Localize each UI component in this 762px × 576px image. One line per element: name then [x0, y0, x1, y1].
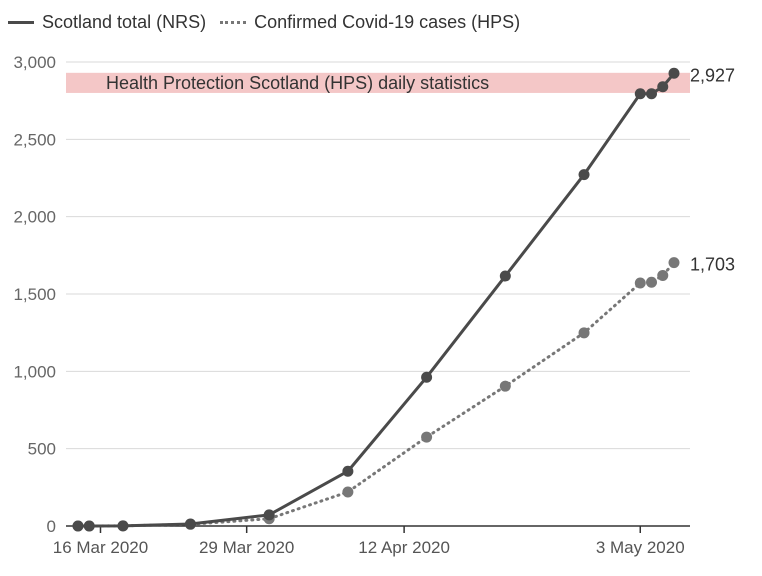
- data-point: [634, 277, 646, 289]
- y-tick-label: 1,000: [13, 362, 56, 381]
- data-point: [578, 169, 590, 181]
- data-point: [342, 486, 354, 498]
- series-line-0: [76, 71, 676, 528]
- legend-swatch-nrs: [8, 21, 34, 24]
- x-tick-label: 3 May 2020: [596, 538, 685, 557]
- data-point: [668, 257, 680, 269]
- data-point: [646, 88, 658, 100]
- data-point: [668, 67, 680, 79]
- legend-label-hps: Confirmed Covid-19 cases (HPS): [254, 12, 521, 32]
- data-point: [657, 81, 669, 93]
- data-point: [634, 88, 646, 100]
- end-value-label: 2,927: [690, 65, 735, 85]
- series-line-1: [76, 261, 676, 528]
- data-point: [184, 518, 196, 530]
- legend-label-nrs: Scotland total (NRS): [42, 12, 207, 32]
- y-tick-label: 500: [28, 440, 56, 459]
- data-point: [117, 520, 129, 532]
- data-point: [657, 269, 669, 281]
- hps-band: [66, 72, 690, 93]
- y-tick-label: 2,500: [13, 130, 56, 149]
- data-point: [421, 431, 433, 443]
- legend-swatch-hps: [220, 21, 247, 24]
- data-point: [646, 276, 658, 288]
- legend-item-nrs: Scotland total (NRS): [8, 12, 206, 33]
- y-tick-label: 0: [47, 517, 56, 536]
- end-value-label: 1,703: [690, 255, 735, 275]
- x-tick-label: 29 Mar 2020: [199, 538, 294, 557]
- data-point: [342, 465, 354, 477]
- data-point: [263, 509, 275, 521]
- band-label: Health Protection Scotland (HPS) daily s…: [106, 73, 489, 93]
- data-point: [421, 371, 433, 383]
- y-tick-label: 1,500: [13, 285, 56, 304]
- y-tick-label: 3,000: [13, 53, 56, 72]
- data-point: [83, 520, 95, 532]
- data-point: [72, 520, 84, 532]
- data-point: [499, 270, 511, 282]
- x-tick-label: 16 Mar 2020: [53, 538, 148, 557]
- y-tick-label: 2,000: [13, 208, 56, 227]
- legend-item-hps: Confirmed Covid-19 cases (HPS): [220, 12, 520, 33]
- x-tick-label: 12 Apr 2020: [358, 538, 450, 557]
- data-point: [578, 327, 590, 339]
- data-point: [499, 380, 511, 392]
- legend: Scotland total (NRS) Confirmed Covid-19 …: [8, 12, 534, 33]
